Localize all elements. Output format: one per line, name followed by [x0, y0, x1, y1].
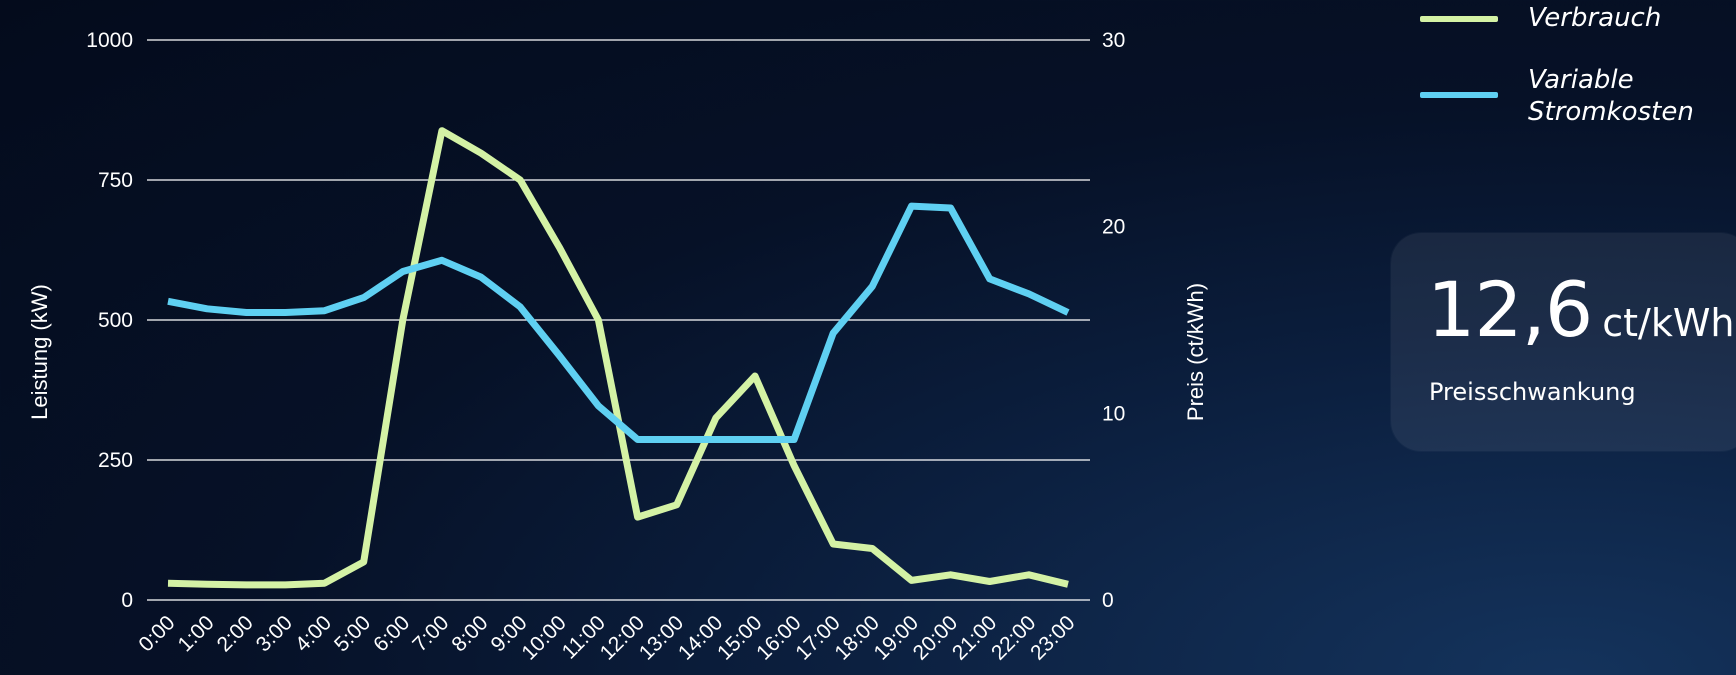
x-tick-label: 10:00 [517, 611, 570, 664]
price-fluctuation-card: 12,6 ct/kWh Preisschwankung [1391, 233, 1736, 451]
x-tick-label: 17:00 [791, 611, 844, 664]
legend-swatch-stromkosten [1420, 92, 1498, 98]
y2-tick-label: 0 [1102, 589, 1114, 612]
series-lines [167, 127, 1070, 589]
y2-tick-label: 10 [1102, 402, 1125, 425]
legend-swatch-verbrauch [1420, 16, 1498, 22]
y-axis-title: Leistung (kW) [27, 284, 52, 420]
y-tick-label: 250 [98, 449, 133, 472]
left-axis-ticks: 0 250 500 750 1000 [86, 29, 133, 612]
y2-axis-title: Preis (ct/kWh) [1183, 283, 1208, 421]
x-tick-label: 21:00 [948, 611, 1001, 664]
x-tick-label: 15:00 [713, 611, 766, 664]
y-tick-label: 750 [98, 169, 133, 192]
price-number: 12,6 [1427, 265, 1593, 354]
price-unit: ct/kWh [1602, 301, 1735, 345]
x-tick-label: 5:00 [330, 611, 375, 656]
x-tick-label: 2:00 [213, 611, 258, 656]
y2-tick-label: 30 [1102, 29, 1125, 52]
verbrauch-series-line [167, 127, 1069, 589]
x-tick-label: 19:00 [870, 611, 923, 664]
x-tick-label: 3:00 [252, 611, 297, 656]
y-tick-label: 1000 [86, 29, 133, 52]
x-tick-label: 4:00 [291, 611, 336, 656]
legend-label-stromkosten: Variable Stromkosten [1528, 65, 1694, 127]
y2-tick-label: 20 [1102, 216, 1125, 239]
x-tick-label: 16:00 [752, 611, 805, 664]
x-tick-label: 13:00 [635, 611, 688, 664]
x-tick-label: 22:00 [987, 611, 1040, 664]
stromkosten-series-line [167, 202, 1070, 443]
x-tick-label: 12:00 [596, 611, 649, 664]
x-tick-label: 0:00 [134, 611, 179, 656]
x-tick-label: 20:00 [909, 611, 962, 664]
line-chart: 0 250 500 750 1000 0 10 20 30 0:001:002:003:004… [27, 29, 1208, 664]
price-value: 12,6 ct/kWh [1427, 265, 1734, 354]
grid-lines [147, 39, 1090, 601]
right-axis-ticks: 0 10 20 30 [1102, 29, 1125, 612]
x-tick-label: 14:00 [674, 611, 727, 664]
x-tick-label: 1:00 [173, 611, 218, 656]
y-tick-label: 0 [121, 589, 133, 612]
x-tick-label: 23:00 [1026, 611, 1079, 664]
legend-label-verbrauch: Verbrauch [1528, 3, 1662, 33]
x-tick-label: 8:00 [447, 611, 492, 656]
x-tick-label: 6:00 [369, 611, 414, 656]
y-tick-label: 500 [98, 309, 133, 332]
x-tick-label: 7:00 [408, 611, 453, 656]
x-tick-label: 18:00 [830, 611, 883, 664]
price-caption: Preisschwankung [1429, 378, 1636, 406]
x-axis-ticks: 0:001:002:003:004:005:006:007:008:009:00… [134, 611, 1079, 664]
